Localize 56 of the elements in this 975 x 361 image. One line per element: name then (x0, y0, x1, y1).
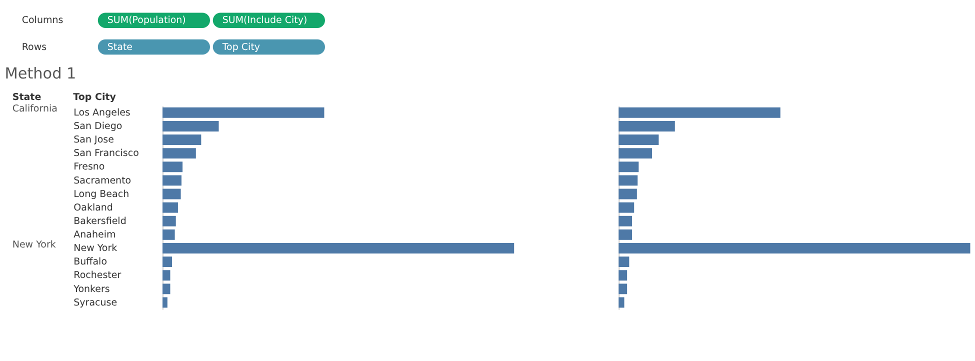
text: State (107, 42, 133, 53)
y-tick-label: Rochester (74, 270, 122, 282)
y-tick-label: Yonkers (72, 284, 110, 295)
bar (162, 120, 219, 132)
y-tick-label: Syracuse (74, 297, 118, 308)
bar (162, 175, 182, 186)
bar (162, 148, 196, 159)
text: State (12, 92, 42, 104)
text: SUM(Include City) (222, 15, 308, 26)
bar (618, 256, 630, 268)
bar (162, 216, 176, 226)
text: Rows (22, 42, 47, 53)
bar (162, 134, 202, 146)
bar (618, 297, 624, 308)
text: California (12, 104, 58, 115)
bar (162, 284, 170, 294)
bar (162, 256, 172, 268)
bar (618, 148, 652, 159)
bar (618, 270, 628, 281)
text: Columns (22, 15, 64, 26)
y-tick-label: Fresno (74, 162, 105, 173)
bar (618, 134, 659, 146)
y-tick-label: Los Angeles (74, 108, 130, 119)
bar (162, 107, 324, 118)
bar (618, 120, 675, 132)
y-tick-label: Bakersfield (74, 216, 126, 227)
bar (162, 162, 183, 172)
y-tick-label: Oakland (74, 202, 113, 214)
bar (162, 270, 170, 281)
y-axis-title: Top City (73, 92, 117, 104)
bar (162, 188, 181, 200)
bar (162, 243, 514, 254)
bar (618, 284, 628, 294)
bar (618, 202, 634, 213)
y-tick-label: Anaheim (74, 230, 116, 241)
bar (162, 229, 175, 240)
y-tick-label: San Jose (74, 134, 114, 146)
bar (618, 229, 632, 240)
text: SUM(Population) (107, 15, 186, 26)
bar (618, 243, 970, 254)
y-tick-label: San Francisco (74, 148, 140, 160)
bar (162, 297, 168, 308)
y-tick-label: Long Beach (74, 188, 130, 200)
bar (618, 188, 637, 200)
y-tick-label: Buffalo (74, 256, 108, 268)
text: New York (12, 239, 56, 250)
text: Top City (221, 42, 260, 53)
bar (618, 107, 780, 118)
bar (162, 202, 178, 213)
bar (618, 162, 639, 172)
y-tick-label: San Diego (74, 121, 122, 132)
y-tick-label: Sacramento (74, 175, 132, 186)
bar (618, 216, 632, 226)
text: Method 1 (4, 64, 76, 82)
y-tick-label: New York (74, 243, 118, 254)
bar (618, 175, 638, 186)
